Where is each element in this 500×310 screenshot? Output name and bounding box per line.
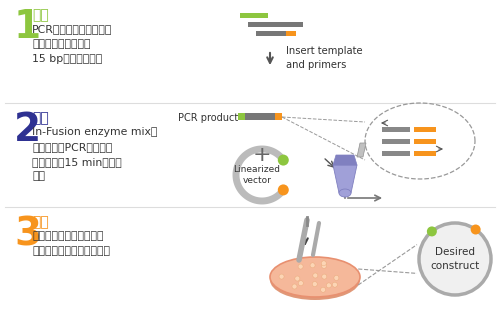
Circle shape: [322, 261, 326, 266]
Circle shape: [419, 223, 491, 295]
Bar: [245, 113, 275, 120]
Bar: [414, 127, 436, 132]
Text: Desired
construct: Desired construct: [430, 247, 480, 271]
Bar: [382, 139, 410, 144]
Circle shape: [322, 264, 326, 268]
Bar: [414, 139, 436, 144]
Text: 克隆反应液转化感受态细
胞，涂布选择培养基平板。: 克隆反应液转化感受态细 胞，涂布选择培养基平板。: [32, 231, 110, 256]
Circle shape: [470, 224, 480, 234]
Text: 2: 2: [14, 111, 41, 149]
Text: +: +: [252, 145, 272, 165]
Bar: [286, 31, 296, 36]
Circle shape: [295, 276, 300, 281]
Circle shape: [320, 287, 326, 292]
Text: 扩增: 扩增: [32, 8, 49, 22]
Circle shape: [312, 281, 318, 286]
Bar: [414, 151, 436, 156]
Bar: [275, 113, 282, 120]
Circle shape: [298, 281, 304, 286]
Circle shape: [313, 273, 318, 278]
Circle shape: [310, 263, 315, 268]
Circle shape: [278, 155, 289, 166]
Text: Linearized
vector: Linearized vector: [234, 165, 280, 185]
Circle shape: [332, 282, 338, 287]
Circle shape: [292, 284, 297, 289]
Polygon shape: [333, 165, 357, 193]
Text: In-Fusion enzyme mix，
线性载体，PCR产物在同
一管中进行15 min的克隆
反应: In-Fusion enzyme mix， 线性载体，PCR产物在同 一管中进行…: [32, 127, 158, 181]
Text: 混合: 混合: [32, 111, 49, 125]
Text: 转化: 转化: [32, 215, 49, 229]
Circle shape: [322, 274, 327, 279]
Bar: [382, 127, 410, 132]
Circle shape: [334, 275, 339, 281]
Text: 1: 1: [14, 8, 41, 46]
Circle shape: [279, 274, 284, 279]
Bar: [382, 151, 410, 156]
Ellipse shape: [270, 257, 360, 297]
Bar: [240, 13, 268, 18]
Ellipse shape: [339, 189, 351, 197]
Bar: [238, 113, 245, 120]
Bar: [248, 22, 303, 27]
Polygon shape: [333, 155, 357, 165]
Circle shape: [278, 184, 289, 195]
Circle shape: [298, 264, 303, 269]
Ellipse shape: [270, 260, 360, 300]
Text: PCR扩增获得目的片段，
其末端与载体末端有
15 bp的同源序列。: PCR扩增获得目的片段， 其末端与载体末端有 15 bp的同源序列。: [32, 24, 112, 64]
Circle shape: [326, 283, 332, 288]
Circle shape: [427, 226, 437, 237]
Text: PCR product: PCR product: [178, 113, 238, 123]
Polygon shape: [357, 143, 366, 157]
Text: Insert template
and primers: Insert template and primers: [286, 46, 362, 70]
Bar: [256, 31, 296, 36]
Text: 3: 3: [14, 215, 41, 253]
